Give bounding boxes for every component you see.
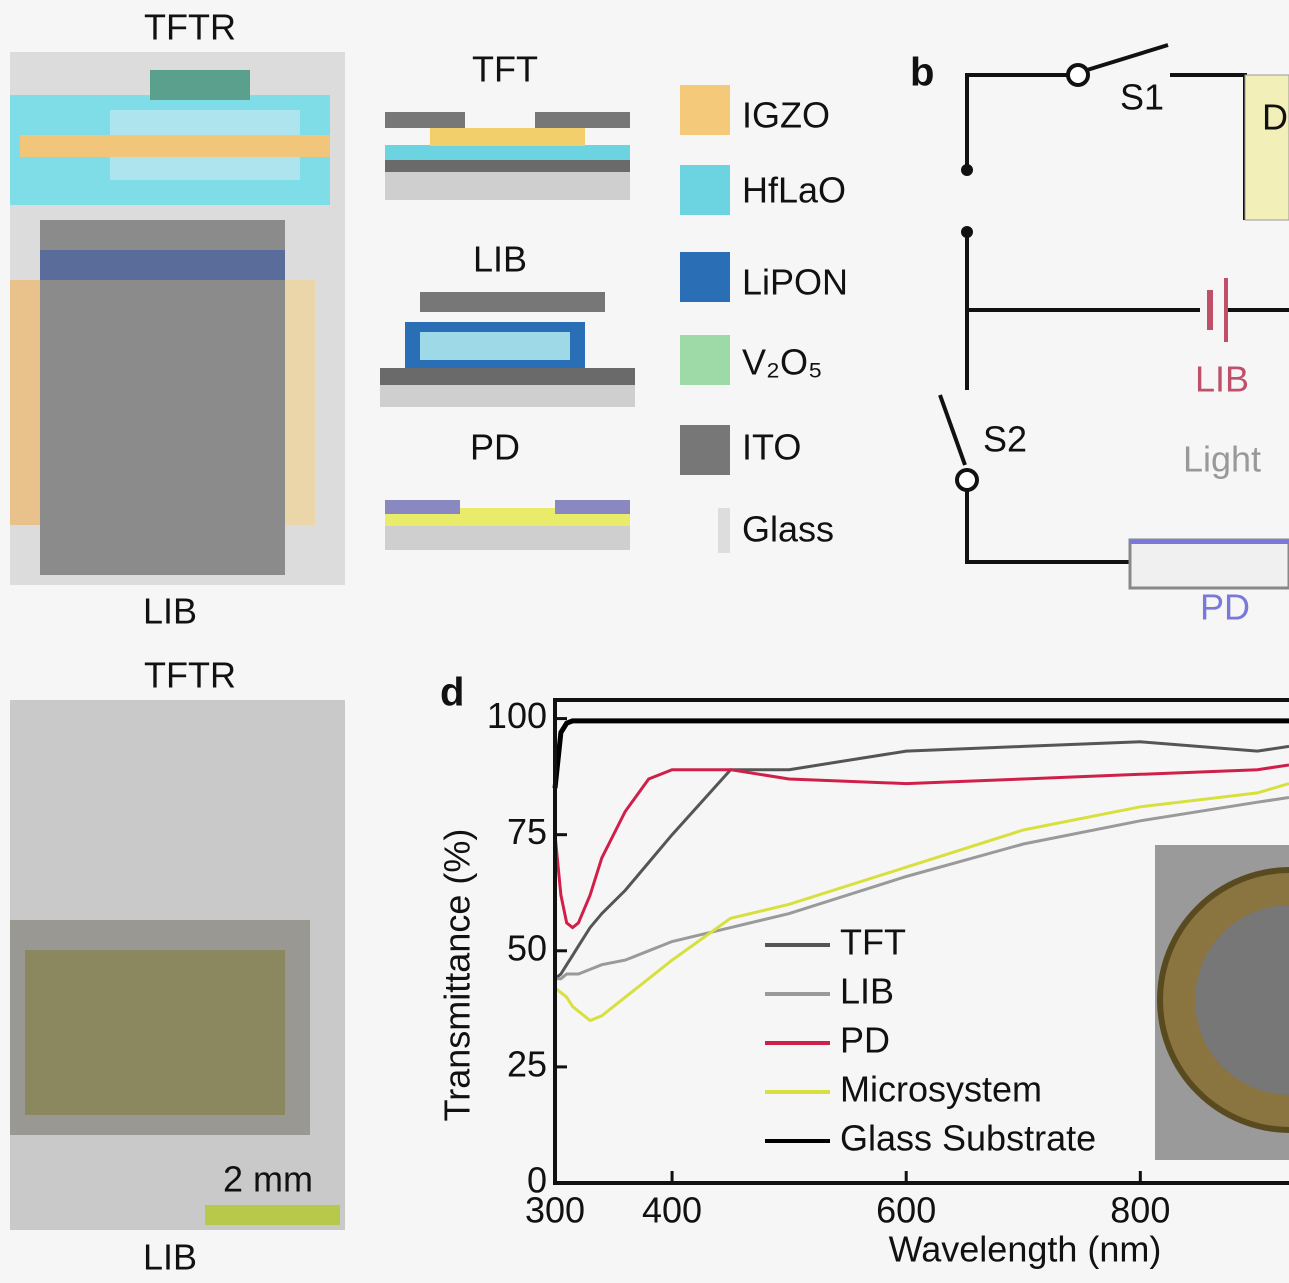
terminal xyxy=(961,164,973,176)
panel-c-bottom-label: LIB xyxy=(143,1237,197,1278)
swatch xyxy=(680,252,730,302)
x-tick-label: 400 xyxy=(642,1190,702,1231)
panel-a-bottom-label: LIB xyxy=(143,591,197,632)
electrode xyxy=(535,112,630,128)
material-label: HfLaO xyxy=(742,170,846,211)
glass xyxy=(385,525,630,550)
x-tick-label: 300 xyxy=(525,1190,585,1231)
y-tick-label: 25 xyxy=(507,1043,547,1084)
load-label: D xyxy=(1262,97,1288,138)
electrode xyxy=(385,500,460,514)
material-label: IGZO xyxy=(742,95,830,136)
swatch xyxy=(680,425,730,475)
material-label: ITO xyxy=(742,427,801,468)
x-axis-title: Wavelength (nm) xyxy=(889,1229,1162,1270)
electrode xyxy=(555,500,630,514)
legend-label: Glass Substrate xyxy=(840,1118,1096,1159)
igzo-strip xyxy=(20,135,330,157)
lib-left-strip xyxy=(10,280,40,525)
switch-node xyxy=(1068,65,1088,85)
panel-label: b xyxy=(910,51,934,95)
section-label: PD xyxy=(470,427,520,468)
y-axis-title: Transmittance (%) xyxy=(437,829,478,1122)
light-label: Light xyxy=(1183,439,1261,480)
legend-label: Microsystem xyxy=(840,1069,1042,1110)
panel-label: d xyxy=(440,671,464,715)
legend-label: LIB xyxy=(840,971,894,1012)
lib-area xyxy=(25,950,285,1115)
material-label: V₂O₅ xyxy=(742,342,823,383)
panel-a-top-label: TFTR xyxy=(144,7,236,48)
y-tick-label: 100 xyxy=(487,695,547,736)
x-tick-label: 600 xyxy=(876,1190,936,1231)
v2o5 xyxy=(420,332,570,360)
legend-label: TFT xyxy=(840,922,906,963)
ito xyxy=(380,368,635,385)
y-tick-label: 75 xyxy=(507,811,547,852)
glass xyxy=(380,385,635,407)
switch-label: S2 xyxy=(983,419,1027,460)
top-electrode xyxy=(420,292,605,312)
material-label: LiPON xyxy=(742,262,848,303)
electrode xyxy=(385,112,465,128)
figure: TFTR LIB TFT LIB PD IGZO HfLaO LiPON V₂O… xyxy=(0,0,1289,1283)
terminal xyxy=(961,226,973,238)
switch-node xyxy=(957,470,977,490)
battery-label: LIB xyxy=(1195,359,1249,400)
pd-label: PD xyxy=(1200,587,1250,628)
section-label: LIB xyxy=(473,239,527,280)
y-tick-label: 50 xyxy=(507,927,547,968)
scale-bar xyxy=(205,1205,340,1225)
igzo xyxy=(430,128,585,146)
material-label: Glass xyxy=(742,509,834,550)
swatch xyxy=(680,85,730,135)
swatch xyxy=(680,335,730,385)
panel-c-top-label: TFTR xyxy=(144,655,236,696)
glass xyxy=(385,170,630,200)
section-label: TFT xyxy=(472,49,538,90)
lib-right-strip xyxy=(285,280,315,525)
tft-gate xyxy=(150,70,250,100)
ito xyxy=(385,160,630,172)
switch-label: S1 xyxy=(1120,77,1164,118)
lib-top-edge xyxy=(40,250,285,280)
legend-label: PD xyxy=(840,1020,890,1061)
pd-device xyxy=(1130,540,1289,588)
hflao xyxy=(385,145,630,160)
swatch xyxy=(718,508,730,553)
x-tick-label: 800 xyxy=(1110,1190,1170,1231)
scale-label: 2 mm xyxy=(223,1159,313,1200)
swatch xyxy=(680,165,730,215)
